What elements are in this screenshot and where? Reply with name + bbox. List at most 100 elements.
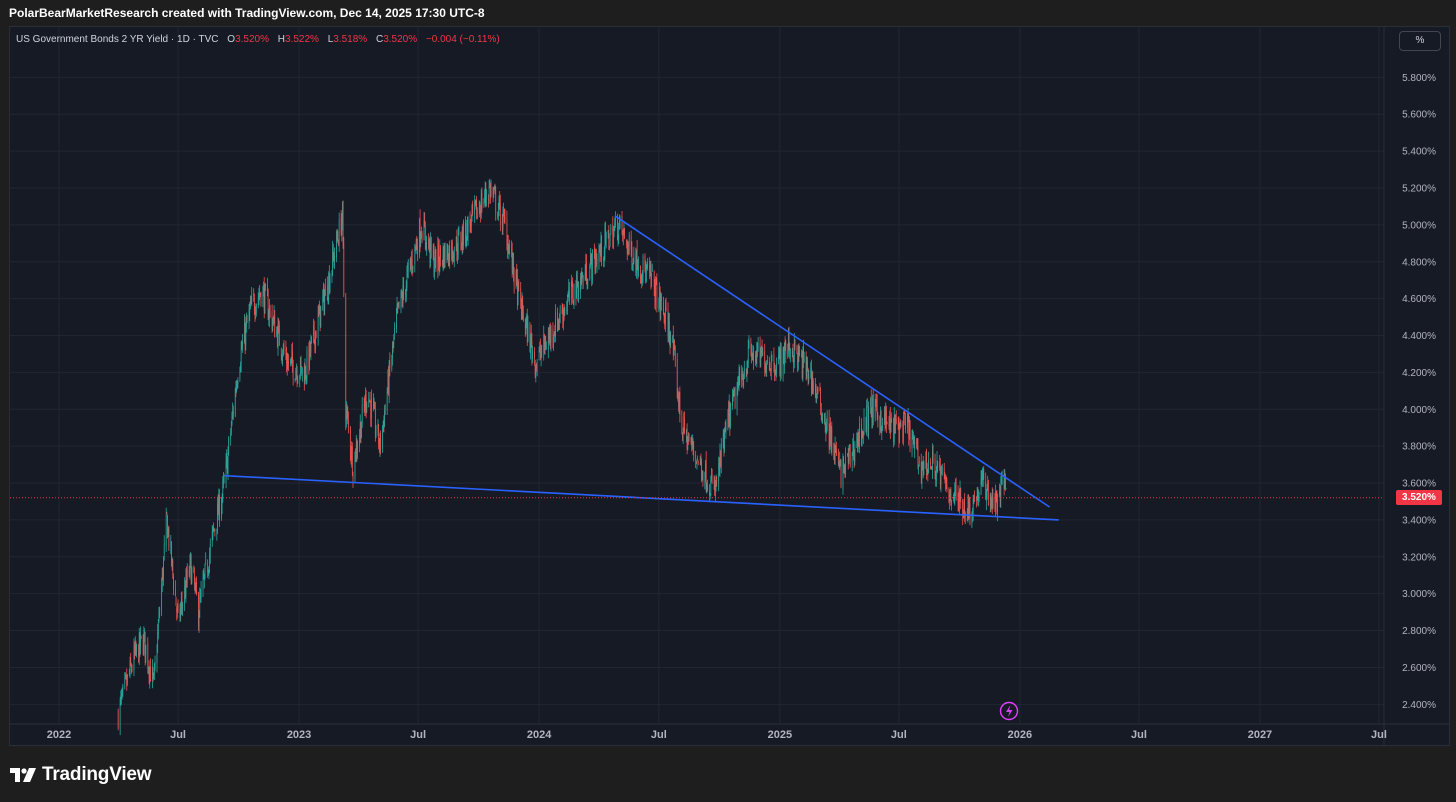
candle-body <box>352 475 354 479</box>
candle-body <box>801 354 803 378</box>
candle-body <box>558 319 560 322</box>
candle-body <box>300 359 302 365</box>
candle-body <box>622 230 623 237</box>
candle-body <box>278 324 280 346</box>
candle-body <box>974 497 975 499</box>
candle-body <box>700 455 702 464</box>
high-label: H <box>277 34 285 45</box>
price-chart[interactable]: 5.800% 5.600% 5.400% 5.200% 5.000% 4.800% 4.60… <box>10 27 1450 746</box>
percent-scale-button[interactable]: % <box>1399 31 1441 51</box>
candle-body <box>120 696 122 700</box>
candle-body <box>916 445 918 447</box>
candle-body <box>764 351 766 371</box>
candle-body <box>400 291 402 308</box>
candle-body <box>154 662 156 668</box>
candle-body <box>720 453 721 464</box>
candle-body <box>696 461 698 463</box>
candle-body <box>439 248 441 269</box>
candle-body <box>332 249 333 274</box>
candle-body <box>709 490 710 496</box>
candle-body <box>844 464 846 473</box>
candle-body <box>133 646 135 671</box>
candle-body <box>184 586 185 604</box>
candle-body <box>875 399 877 400</box>
candle-body <box>833 450 835 453</box>
candle-body <box>609 234 611 246</box>
candle-body <box>723 431 725 452</box>
candle-body <box>672 333 674 356</box>
candle-body <box>788 331 789 351</box>
chart-panel[interactable]: 5.800% 5.600% 5.400% 5.200% 5.000% 4.800% 4.60… <box>9 26 1450 746</box>
candle-body <box>663 302 664 315</box>
candle-body <box>599 248 600 250</box>
candle-body <box>430 237 432 251</box>
candle-body <box>987 480 989 489</box>
candle-body <box>433 250 435 274</box>
candle-body <box>796 346 798 354</box>
candle-body <box>170 541 172 548</box>
candle-body <box>430 237 431 263</box>
candle-body <box>934 458 936 477</box>
candle-body <box>209 554 210 569</box>
candle-body <box>483 201 485 207</box>
candle-body <box>605 233 607 243</box>
candle-body <box>830 423 831 444</box>
candle-body <box>355 449 356 460</box>
candle-body <box>824 413 825 424</box>
candle-body <box>152 668 154 675</box>
candle-body <box>676 358 678 398</box>
candle-body <box>163 556 164 579</box>
candle-body <box>392 342 394 345</box>
candle-body <box>861 430 863 443</box>
candle-body <box>194 585 196 588</box>
candle-body <box>221 504 222 518</box>
candle-body <box>401 293 403 296</box>
candle-body <box>199 595 201 618</box>
candle-body <box>607 230 609 234</box>
candle-body <box>730 403 731 426</box>
candle-body <box>239 369 241 380</box>
candle-body <box>214 530 216 531</box>
candle-body <box>240 348 242 366</box>
candle-body <box>891 417 892 420</box>
time-tick-label: Jul <box>651 729 667 741</box>
candle-body <box>532 351 533 360</box>
candle-body <box>273 314 275 319</box>
candle-body <box>345 296 347 422</box>
candle-body <box>457 233 459 254</box>
candle-body <box>760 353 762 366</box>
candle-body <box>734 388 735 396</box>
candle-body <box>437 244 439 270</box>
candle-body <box>538 350 540 361</box>
candle-body <box>246 320 247 327</box>
candle-body <box>840 461 842 488</box>
candle-body <box>932 453 934 462</box>
candle-body <box>876 399 878 414</box>
candle-body <box>825 424 827 434</box>
candle-body <box>829 423 831 450</box>
time-tick-label: 2022 <box>47 729 71 741</box>
candle-body <box>577 285 579 300</box>
candle-body <box>255 312 257 316</box>
candle-body <box>559 308 561 320</box>
candle-body <box>939 464 941 485</box>
candle-body <box>766 359 768 363</box>
candle-body <box>451 241 452 259</box>
candle-body <box>587 281 589 287</box>
candle-body <box>476 198 477 220</box>
candle-body <box>171 558 173 563</box>
candle-body <box>879 418 881 430</box>
candle-body <box>375 432 377 434</box>
candle-body <box>692 441 694 448</box>
candle-body <box>417 245 418 255</box>
candle-body <box>725 427 727 435</box>
candle-body <box>232 410 234 415</box>
candle-body <box>440 247 441 258</box>
candle-body <box>664 317 666 326</box>
candle-body <box>265 285 266 287</box>
candle-body <box>711 476 712 479</box>
candle-body <box>506 219 508 249</box>
candle-body <box>898 424 900 441</box>
candle-body <box>401 296 403 303</box>
candle-body <box>521 297 523 320</box>
